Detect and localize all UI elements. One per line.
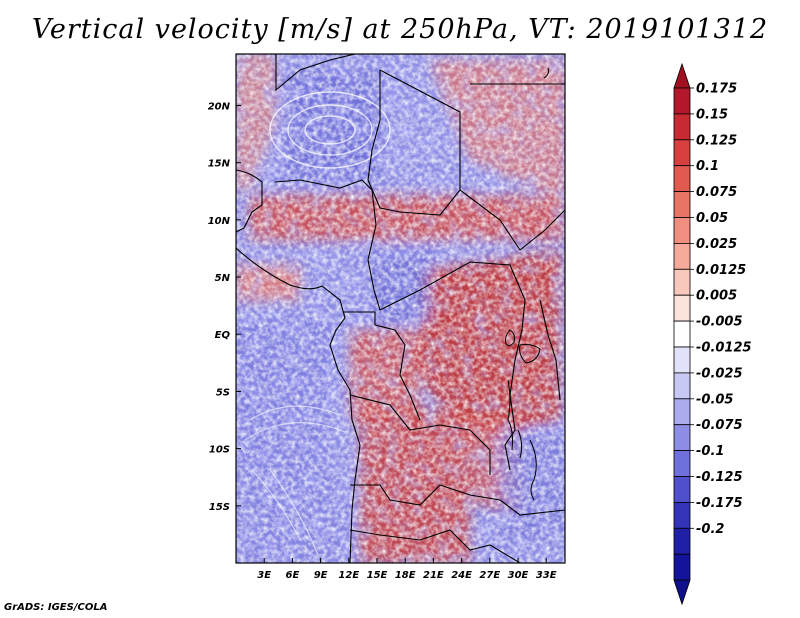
colorbar-label: 0.005 <box>696 289 737 304</box>
lon-tick-label: 21E <box>423 570 444 581</box>
colorbar-swatch <box>673 553 691 581</box>
lat-tick-label: 5N <box>215 273 231 284</box>
colorbar-label: 0.05 <box>696 211 728 226</box>
colorbar-swatch <box>673 87 691 115</box>
country-borders <box>236 54 565 563</box>
map-frame <box>235 53 566 564</box>
circulation-swirl <box>269 91 391 169</box>
colorbar-label: -0.005 <box>696 315 743 330</box>
colorbar-swatch <box>673 165 691 192</box>
colorbar-label: -0.1 <box>696 444 724 459</box>
colorbar-swatch <box>673 450 691 477</box>
southwest-streaks <box>244 405 346 556</box>
colorbar-swatch <box>673 191 691 218</box>
grads-credit: GrADS: IGES/COLA <box>4 602 108 613</box>
colorbar-label: -0.075 <box>696 418 743 433</box>
lat-tick-label: 15N <box>208 159 231 170</box>
lat-tick-label: 10S <box>209 445 230 456</box>
lon-tick-label: 6E <box>286 570 300 581</box>
colorbar-top-arrow <box>673 62 691 89</box>
colorbar-swatch <box>673 217 691 244</box>
colorbar-label: 0.175 <box>696 82 737 97</box>
colorbar-label: -0.175 <box>696 496 743 511</box>
velocity-field <box>236 54 565 563</box>
colorbar-swatch <box>673 372 691 400</box>
colorbar-label: -0.025 <box>696 366 743 381</box>
lon-tick-label: 18E <box>395 570 416 581</box>
colorbar-bottom-arrow <box>673 579 691 606</box>
lat-tick-label: EQ <box>215 330 231 341</box>
colorbar-swatch <box>673 242 691 270</box>
lon-tick-label: 33E <box>536 570 557 581</box>
lon-tick-label: 12E <box>338 570 359 581</box>
colorbar-swatch <box>673 398 691 426</box>
colorbar-swatch <box>673 113 691 141</box>
lakes <box>505 67 549 501</box>
lat-tick-label: 5S <box>216 387 230 398</box>
longitude-axis: 3E 6E 9E 12E 15E 18E 21E 24E 27E 30E 33E <box>257 558 557 581</box>
colorbar-swatch <box>673 346 691 374</box>
colorbar-label: 0.1 <box>696 159 719 174</box>
lat-tick-label: 20N <box>208 101 231 112</box>
colorbar-swatch <box>673 527 691 555</box>
colorbar-label: 0.0125 <box>696 263 746 278</box>
map-title: Vertical velocity [m/s] at 250hPa, VT: 2… <box>31 14 769 45</box>
colorbar-swatch <box>673 294 691 322</box>
colorbar-label: 0.125 <box>696 133 737 148</box>
colorbar-label: -0.05 <box>696 392 733 407</box>
colorbar-swatch <box>673 268 691 296</box>
lat-tick-label: 10N <box>208 216 231 227</box>
colorbar-swatch <box>673 139 691 167</box>
lat-tick-label: 15S <box>209 502 230 513</box>
colorbar: 0.175 0.15 0.125 0.1 0.075 0.05 0.025 0.0125 0.0… <box>673 62 752 606</box>
lon-tick-label: 24E <box>451 570 472 581</box>
colorbar-label: 0.075 <box>696 185 737 200</box>
colorbar-swatch <box>673 501 691 529</box>
colorbar-label: -0.2 <box>696 522 724 537</box>
lon-tick-label: 15E <box>367 570 388 581</box>
colorbar-swatch <box>673 424 691 452</box>
lon-tick-label: 27E <box>479 570 500 581</box>
latitude-axis: 20N 15N 10N 5N EQ 5S 10S 15S <box>208 101 241 513</box>
colorbar-label: 0.15 <box>696 107 728 122</box>
colorbar-swatch <box>673 320 691 348</box>
colorbar-label: -0.0125 <box>696 341 752 356</box>
lon-tick-label: 3E <box>257 570 271 581</box>
lon-tick-label: 30E <box>508 570 529 581</box>
colorbar-label: 0.025 <box>696 237 737 252</box>
colorbar-swatch <box>673 476 691 503</box>
lon-tick-label: 9E <box>314 570 328 581</box>
colorbar-label: -0.125 <box>696 470 743 485</box>
